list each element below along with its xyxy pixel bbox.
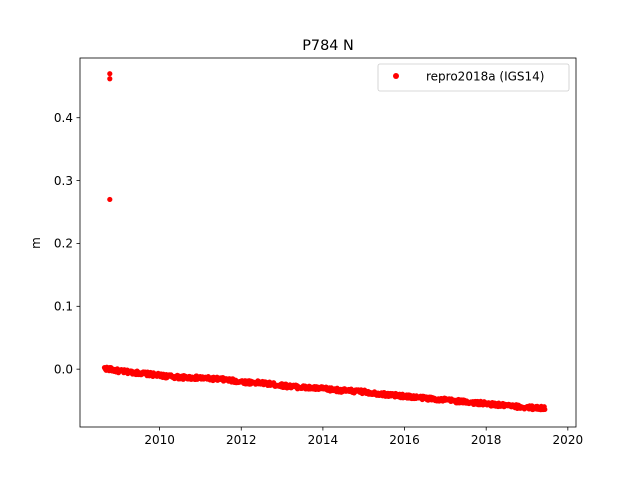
y-tick-label: 0.0: [54, 362, 73, 376]
data-point-outlier: [107, 71, 113, 77]
data-point-outlier: [107, 76, 113, 82]
legend-label: repro2018a (IGS14): [426, 70, 544, 84]
data-points-layer: [101, 71, 548, 413]
data-point-outlier: [107, 196, 113, 203]
x-tick-label: 2016: [389, 433, 420, 447]
data-point: [542, 406, 548, 413]
x-tick-label: 2010: [144, 433, 175, 447]
legend-box: [377, 63, 570, 92]
y-tick-label: 0.4: [54, 111, 73, 125]
y-tick-label: 0.1: [54, 300, 73, 314]
x-tick-label: 2012: [226, 433, 257, 447]
x-tick-label: 2014: [308, 433, 339, 447]
legend-marker: [393, 73, 399, 79]
y-tick-label: 0.2: [54, 237, 73, 251]
chart-title: P784 N: [302, 38, 354, 54]
axis-ticks-layer: 2010 2012 2014 2016 2018 2020 0.0 0.1 0.2 0.3 0.4: [54, 111, 583, 447]
x-tick-label: 2020: [553, 433, 584, 447]
x-tick-label: 2018: [471, 433, 502, 447]
plot-area: 2010 2012 2014 2016 2018 2020 0.0 0.1 0.2 0.3 0.4: [54, 57, 583, 447]
y-axis-label: m: [29, 237, 43, 249]
legend: repro2018a (IGS14): [377, 63, 570, 92]
y-tick-label: 0.3: [54, 174, 73, 188]
plot-frame: [79, 57, 577, 428]
